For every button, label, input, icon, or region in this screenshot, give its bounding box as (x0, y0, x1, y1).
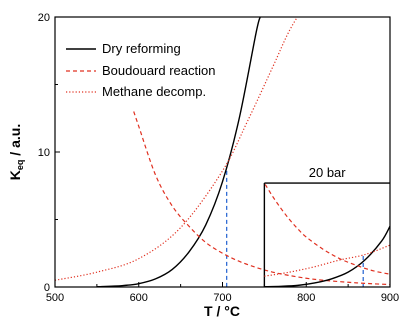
y-axis-title-main: K (7, 170, 23, 180)
plot-frame (54, 16, 391, 288)
axis-ticks: 500 600 700 800 900 0 10 20 (38, 12, 399, 304)
y-axis-title-sub: eq (15, 160, 25, 171)
y-tick-label-10: 10 (38, 147, 50, 159)
legend: Dry reforming Boudouard reaction Methane… (66, 41, 215, 99)
inset-series-line-boudouard-reaction (264, 184, 391, 275)
x-tick-label-500: 500 (46, 292, 64, 304)
x-tick-label-800: 800 (297, 292, 315, 304)
inset-label: 20 bar (309, 165, 347, 180)
inset-20-bar: 20 bar (263, 165, 391, 288)
legend-label-methane: Methane decomp. (102, 84, 206, 99)
inset-series-line-dry-reforming (264, 225, 391, 288)
x-tick-label-900: 900 (381, 292, 399, 304)
y-axis-title: Keq / a.u. (7, 124, 25, 180)
legend-label-dry-reforming: Dry reforming (102, 41, 181, 56)
legend-label-boudouard: Boudouard reaction (102, 63, 215, 78)
series-line-methane-decomp (55, 17, 299, 281)
inset-series-line-methane-decomp (264, 244, 391, 277)
y-tick-label-0: 0 (44, 282, 50, 294)
series-lines (55, 17, 390, 287)
series-line-boudouard-reaction (133, 111, 390, 286)
y-axis-title-rest: / a.u. (7, 124, 23, 160)
series-line-dry-reforming (96, 17, 261, 287)
x-tick-label-600: 600 (130, 292, 148, 304)
x-tick-label-700: 700 (213, 292, 231, 304)
x-axis-title: T / °C (204, 303, 240, 319)
y-tick-label-20: 20 (38, 12, 50, 24)
